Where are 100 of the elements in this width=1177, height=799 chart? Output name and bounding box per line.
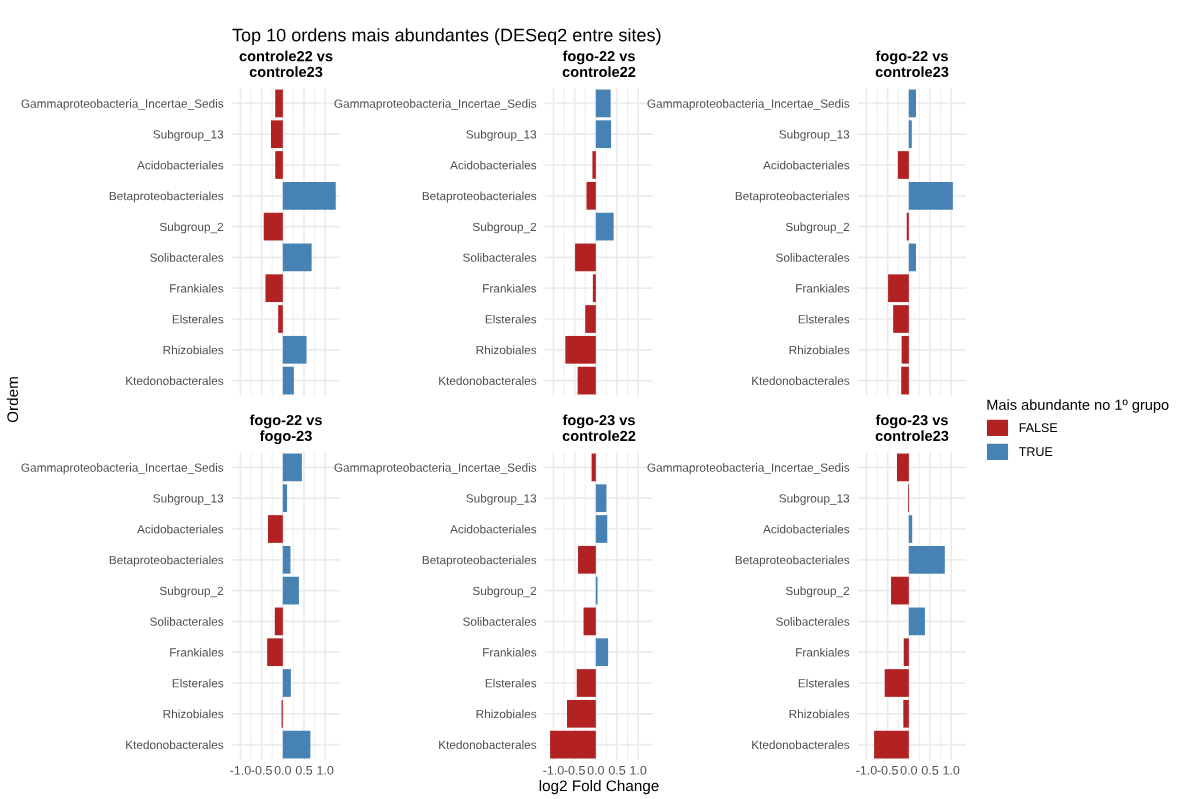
chart-subtitle: controle22 vs controle23: [239, 50, 333, 78]
x-tick-label: 0.5: [921, 765, 939, 775]
y-tick-label: Gammaproteobacteria_Incertae_Sedis: [21, 99, 224, 111]
y-tick-label: Rhizobiales: [476, 345, 537, 355]
bar: [595, 484, 607, 513]
chart-subtitle: fogo-23 vs controle22: [562, 414, 636, 442]
bar: [282, 243, 312, 272]
y-tick-label: Solibacterales: [776, 617, 850, 626]
y-tick-label: Subgroup_2: [159, 222, 224, 234]
bar: [595, 638, 609, 667]
y-tick-label: Betaproteobacteriales: [109, 555, 224, 567]
y-tick-label: Acidobacteriales: [137, 524, 224, 534]
y-tick-label: Betaproteobacteriales: [109, 191, 224, 203]
y-tick-label: Frankiales: [483, 283, 537, 293]
y-tick-label: Solibacterales: [150, 253, 224, 262]
y-tick-label: Subgroup_13: [779, 129, 850, 141]
chart-subtitle: fogo-22 vs controle22: [562, 50, 636, 78]
y-tick-label: Ktedonobacterales: [126, 740, 224, 749]
y-tick-label: Gammaproteobacteria_Incertae_Sedis: [21, 463, 224, 475]
y-tick-label: Acidobacteriales: [763, 160, 850, 170]
y-tick-label: Gammaproteobacteria_Incertae_Sedis: [334, 463, 537, 475]
y-tick-label: Frankiales: [483, 647, 537, 657]
y-tick-label: Gammaproteobacteria_Incertae_Sedis: [647, 463, 850, 475]
bar: [901, 335, 909, 364]
legend-label: TRUE: [1019, 447, 1053, 457]
text: Top 10 ordens mais abundantes (DESeq2 entre sites): [232, 28, 661, 45]
bar: [908, 89, 917, 118]
x-tick-label: 0.5: [295, 765, 313, 775]
bar: [585, 305, 596, 333]
y-tick-label: Subgroup_13: [153, 129, 224, 141]
bar: [282, 576, 299, 605]
bar: [282, 669, 291, 697]
x-tick-label: -1.0: [230, 765, 251, 775]
y-tick-label: Acidobacteriales: [763, 524, 850, 534]
bar: [592, 274, 596, 303]
bar: [282, 545, 291, 574]
x-tick-label: -0.5: [251, 765, 272, 775]
bar: [893, 305, 909, 333]
bar: [577, 366, 596, 395]
bar: [575, 243, 596, 272]
bar: [282, 453, 302, 482]
y-tick-label: Acidobacteriales: [450, 524, 537, 534]
y-tick-label: Subgroup_13: [779, 493, 850, 505]
y-tick-label: Elsterales: [172, 678, 224, 688]
y-tick-label: Subgroup_2: [472, 586, 537, 598]
bar: [908, 120, 912, 149]
bar: [274, 607, 283, 636]
x-axis-title: log2 Fold Change: [539, 779, 659, 795]
y-tick-label: Ktedonobacterales: [126, 376, 224, 385]
y-tick-label: Ktedonobacterales: [439, 376, 537, 385]
x-tick-label: 0.0: [274, 765, 292, 775]
legend-label: FALSE: [1019, 423, 1058, 433]
y-tick-label: Solibacterales: [150, 617, 224, 626]
bar: [903, 699, 909, 728]
bar: [888, 274, 909, 303]
y-tick-label: Rhizobiales: [789, 709, 850, 719]
bar: [282, 484, 288, 513]
legend-title: Mais abundante no 1º grupo: [987, 399, 1169, 413]
y-tick-label: Subgroup_13: [466, 493, 537, 505]
x-tick-label: -1.0: [543, 765, 564, 775]
y-tick-label: Frankiales: [170, 647, 224, 657]
y-tick-label: Betaproteobacteriales: [422, 191, 537, 203]
bar: [576, 669, 596, 697]
x-tick-label: 0.5: [608, 765, 626, 775]
y-tick-label: Frankiales: [796, 647, 850, 657]
bar: [874, 730, 909, 759]
y-tick-label: Solibacterales: [463, 253, 537, 262]
y-tick-label: Elsterales: [485, 678, 537, 688]
y-tick-label: Ktedonobacterales: [439, 740, 537, 749]
y-tick-label: Subgroup_2: [472, 222, 537, 234]
y-tick-label: Frankiales: [170, 283, 224, 293]
x-tick-label: 1.0: [317, 765, 334, 775]
y-tick-label: Subgroup_2: [159, 586, 224, 598]
bar: [595, 515, 608, 543]
bar: [565, 335, 596, 364]
chart-subtitle: fogo-22 vs controle23: [875, 50, 949, 78]
x-tick-label: -0.5: [564, 765, 585, 775]
bar: [908, 607, 925, 636]
bar: [908, 545, 945, 574]
bar: [275, 89, 283, 118]
bar: [282, 730, 311, 759]
bar: [268, 515, 283, 543]
bar: [282, 335, 307, 364]
bar: [550, 730, 596, 759]
bar: [908, 243, 917, 272]
y-tick-label: Subgroup_13: [466, 129, 537, 141]
x-tick-label: 1.0: [943, 765, 960, 775]
bar: [901, 366, 909, 395]
bar: [595, 212, 614, 241]
bar: [908, 181, 953, 210]
y-tick-label: Elsterales: [485, 314, 537, 324]
bar: [586, 181, 596, 210]
y-tick-label: Acidobacteriales: [137, 160, 224, 170]
bar: [267, 638, 283, 667]
x-tick-label: -0.5: [877, 765, 898, 775]
y-tick-label: Betaproteobacteriales: [422, 555, 537, 567]
bar: [897, 151, 909, 179]
y-tick-label: Acidobacteriales: [450, 160, 537, 170]
y-tick-label: Gammaproteobacteria_Incertae_Sedis: [647, 99, 850, 111]
bar: [263, 212, 283, 241]
